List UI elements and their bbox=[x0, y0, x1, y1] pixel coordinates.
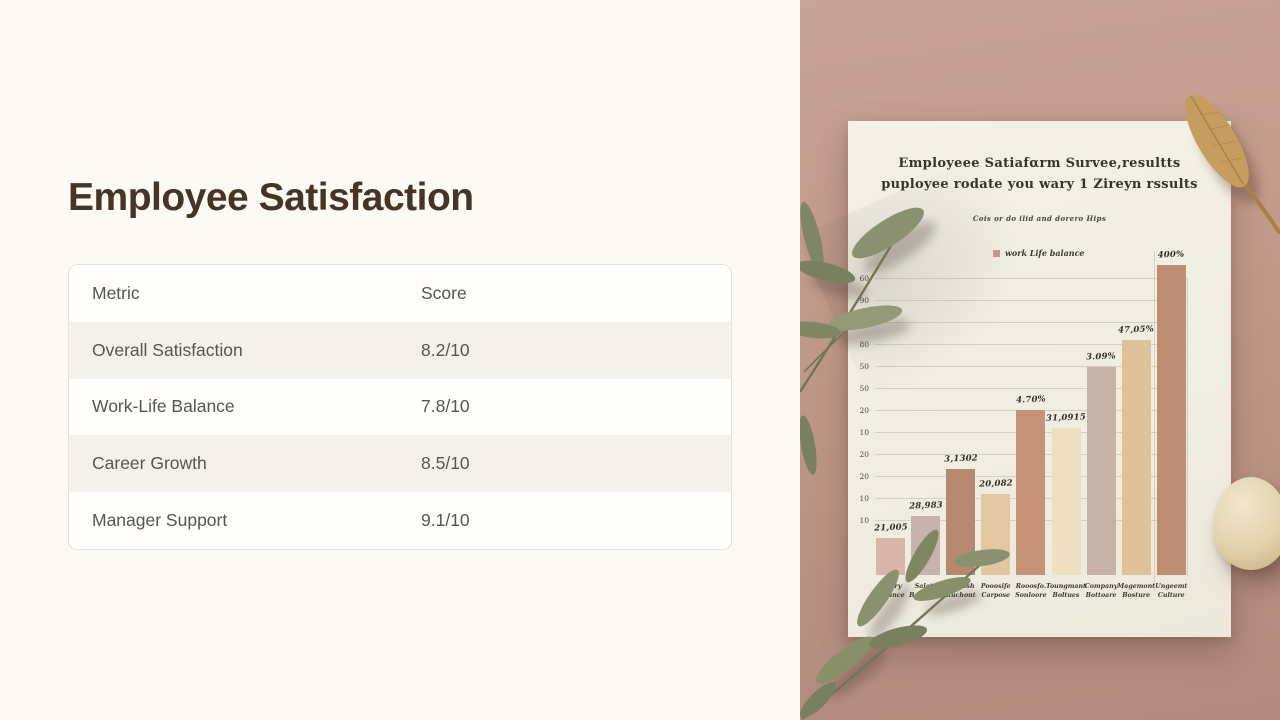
table-row: Overall Satisfaction 8.2/10 bbox=[69, 321, 731, 379]
bar-8 bbox=[1121, 340, 1151, 575]
score-cell: 9.1/10 bbox=[421, 510, 470, 531]
y-axis-tick-label: 60 bbox=[859, 274, 869, 283]
page-title: Employee Satisfaction bbox=[68, 176, 474, 219]
score-cell: 7.8/10 bbox=[421, 396, 470, 417]
bar-5 bbox=[1016, 410, 1046, 575]
y-axis-tick-label: 10 bbox=[859, 428, 869, 437]
content-panel: Employee Satisfaction Metric Score Overa… bbox=[68, 176, 732, 550]
x-axis-category-label: Toungmant Boltues bbox=[1046, 583, 1086, 599]
survey-paper: Employeee Satiafαrm Survee,resultts pupl… bbox=[848, 121, 1231, 637]
table-row: Career Growth 8.5/10 bbox=[69, 435, 731, 493]
legend-label: work Life balance bbox=[1005, 248, 1085, 258]
y-axis-tick-label: 50 bbox=[859, 362, 869, 371]
bar-value-label: 4.70% bbox=[1015, 394, 1046, 406]
y-axis-tick-label: 80 bbox=[859, 340, 869, 349]
gridline bbox=[875, 278, 1187, 279]
x-axis-category-label: Ungeemt Culture bbox=[1155, 583, 1188, 599]
x-axis-category-label: Magemont Bosture bbox=[1117, 583, 1156, 599]
decorative-photo: Employeee Satiafαrm Survee,resultts pupl… bbox=[800, 0, 1280, 720]
bar-value-label: 3,1302 bbox=[943, 453, 978, 465]
bar-chart-plot: 60 90 60 80 50 50 20 10 20 20 10 10 21,005 Salary Bala… bbox=[859, 250, 1188, 599]
y-axis-tick-label: 10 bbox=[859, 516, 869, 525]
gridline bbox=[875, 344, 1187, 345]
y-axis-tick-label: 10 bbox=[859, 494, 869, 503]
y-axis-tick-label: 20 bbox=[859, 450, 869, 459]
metrics-table: Metric Score Overall Satisfaction 8.2/10… bbox=[68, 264, 732, 550]
metric-cell: Overall Satisfaction bbox=[92, 339, 243, 360]
column-header-score: Score bbox=[421, 282, 467, 303]
y-axis-tick-label: 20 bbox=[859, 406, 869, 415]
bar-4 bbox=[981, 494, 1011, 575]
bar-1 bbox=[876, 538, 905, 575]
chart-subtitle: puployee rodate you wary 1 Zireyn rssult… bbox=[881, 177, 1198, 192]
chart-right-axis-line bbox=[1187, 278, 1188, 576]
table-row: Manager Support 9.1/10 bbox=[69, 492, 731, 549]
stone-egg bbox=[1213, 477, 1280, 570]
chart-legend: work Life balance bbox=[993, 248, 1085, 258]
table-header-row: Metric Score bbox=[69, 265, 731, 322]
score-cell: 8.5/10 bbox=[421, 453, 470, 474]
metric-cell: Career Growth bbox=[92, 453, 207, 474]
table-row: Work-Life Balance 7.8/10 bbox=[69, 379, 731, 436]
gridline bbox=[875, 300, 1187, 301]
y-axis-tick-label: 60 bbox=[859, 318, 869, 327]
x-axis-category-label: Company Bottoare bbox=[1084, 583, 1118, 599]
y-axis-tick-label: 50 bbox=[859, 384, 869, 393]
x-axis-category-label: Origosh Ruchont bbox=[945, 583, 976, 599]
paper-crease bbox=[1154, 251, 1155, 591]
gridline bbox=[875, 366, 1187, 367]
y-axis-tick-label: 20 bbox=[859, 472, 869, 481]
chart-title: Employeee Satiafαrm Survee,resultts bbox=[898, 156, 1181, 171]
bar-9 bbox=[1156, 265, 1186, 575]
gridline bbox=[875, 388, 1187, 389]
x-axis-category-label: Rooosfo. Sonloore bbox=[1015, 583, 1047, 599]
gridline bbox=[875, 322, 1187, 323]
chart-caption: Cois or do ilid and dorero Hips bbox=[972, 214, 1107, 223]
bar-value-label: 400% bbox=[1157, 249, 1185, 261]
x-axis-category-label: Salaty Bonlance bbox=[909, 583, 943, 599]
x-axis-category-label: Salary Balance bbox=[876, 583, 905, 599]
bar-6 bbox=[1051, 428, 1081, 575]
bar-7 bbox=[1086, 367, 1116, 575]
bar-2 bbox=[911, 516, 941, 575]
score-cell: 8.2/10 bbox=[421, 339, 470, 360]
legend-swatch-icon bbox=[993, 249, 1000, 257]
metric-cell: Work-Life Balance bbox=[92, 396, 235, 417]
column-header-metric: Metric bbox=[92, 282, 140, 303]
x-axis-category-label: Pooosife Carpose bbox=[980, 583, 1011, 599]
metric-cell: Manager Support bbox=[92, 510, 228, 531]
y-axis-tick-label: 90 bbox=[859, 296, 869, 305]
